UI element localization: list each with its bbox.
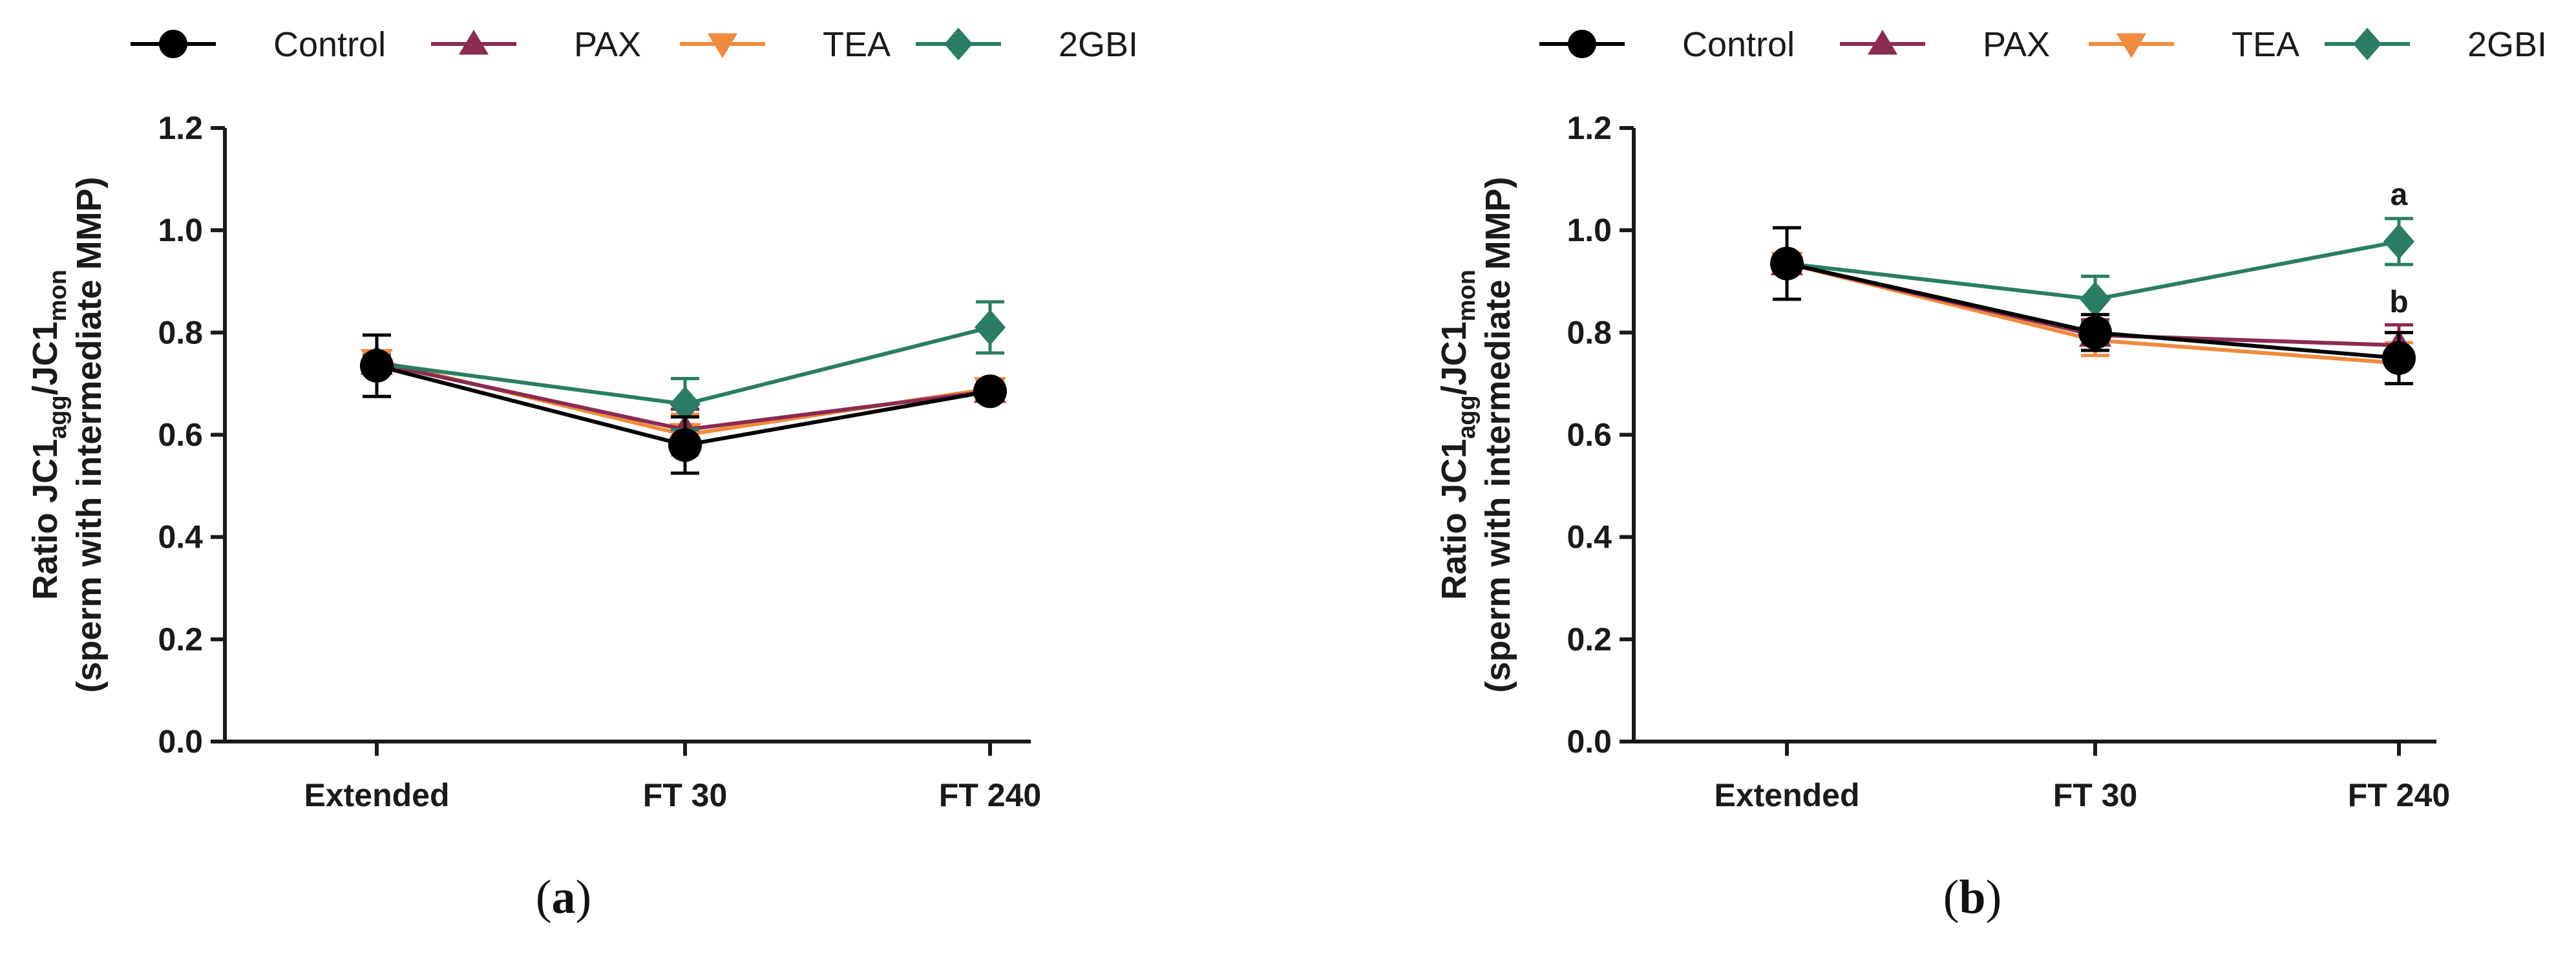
y-axis-label: Ratio JC1agg/JC1mon(sperm with intermedi… [1435,176,1517,692]
data-point-diamond [670,386,701,422]
legend-item-2gbi: 2GBI [2325,25,2547,64]
panel-label-open: ( [536,871,552,924]
data-point-diamond [975,309,1006,346]
panel-label-close: ) [1986,871,2002,924]
legend-marker-triangle-down [707,33,738,58]
legend-item-control: Control [1539,25,1795,64]
data-point-diamond [2383,223,2414,260]
panel-label: (b) [1943,871,2001,924]
legend-label: Control [273,25,386,64]
y-tick-label: 0.8 [158,314,203,350]
data-point-circle [668,428,702,462]
y-tick-label: 1.0 [1567,212,1612,248]
legend-label: 2GBI [2467,25,2547,64]
y-tick-label: 0.4 [1567,519,1612,555]
ylabel-prefix: Ratio JC1 [26,439,65,600]
legend-item-pax: PAX [431,25,641,64]
panel-label-close: ) [576,871,592,924]
y-tick-label: 0.6 [158,417,203,453]
x-tick-label: FT 240 [2348,777,2450,813]
y-axis: 0.0 0.2 0.4 0.6 0.8 1.0 1.2 [158,110,227,760]
ylabel-prefix: Ratio JC1 [1435,439,1473,600]
data-point-diamond [2080,281,2111,317]
x-axis: Extended FT 30 FT 240 [1634,740,2450,813]
data-point-circle [1770,246,1804,281]
y-axis: 0.0 0.2 0.4 0.6 0.8 1.0 1.2 [1567,110,1636,760]
legend: Control PAX TEA 2GBI [1539,25,2547,64]
ylabel-mid: /JC1 [26,321,65,395]
x-axis: Extended FT 30 FT 240 [225,740,1041,813]
ylabel-sub-agg: agg [1453,395,1481,439]
legend-marker-circle [1568,30,1596,58]
x-tick-label: FT 30 [2053,777,2138,813]
legend-marker-triangle-up [458,30,489,55]
legend-label: 2GBI [1059,25,1138,64]
y-axis-label: Ratio JC1agg/JC1mon(sperm with intermedi… [26,176,109,692]
panel-label-letter: a [552,871,576,924]
series-control [360,333,1007,475]
annotation-label: a [2391,178,2408,212]
y-tick-label: 0.4 [158,519,203,555]
chart-panel-b: Control PAX TEA 2GBI 0.0 0.2 0.4 0.6 0.8 1.0 1.2 Ex… [1435,25,2547,924]
legend-marker-diamond [944,27,973,61]
chart-panel-a: Control PAX TEA 2GBI 0.0 0.2 0.4 0.6 0.8 1.0 1.2 Ex… [26,25,1138,924]
legend-item-pax: PAX [1840,25,2050,64]
legend-label: TEA [823,25,891,64]
annotation-label: b [2389,285,2408,319]
series-control [1770,226,2416,385]
x-tick-label: Extended [1714,777,1859,813]
legend-item-control: Control [131,25,386,64]
y-axis-label-line2: (sperm with intermediate MMP) [70,176,109,692]
data-point-circle [360,348,394,383]
data-point-circle [2382,341,2416,375]
y-tick-label: 0.0 [1567,723,1612,760]
panel-label-letter: b [1959,871,1985,924]
legend-marker-circle [159,30,187,58]
ylabel-mid: /JC1 [1435,321,1473,395]
y-tick-label: 0.6 [1567,417,1612,453]
y-axis-label-line1: Ratio JC1agg/JC1mon [1435,270,1481,600]
data-point-circle [2078,315,2112,350]
y-tick-label: 0.8 [1567,314,1612,350]
series-2gbi [1771,217,2414,325]
data-point-circle [973,374,1007,409]
y-tick-label: 1.2 [158,110,203,146]
legend-label: Control [1682,25,1795,64]
y-tick-label: 0.2 [158,621,203,657]
y-tick-label: 0.2 [1567,621,1612,657]
y-axis-label-line2: (sperm with intermediate MMP) [1479,176,1517,692]
legend-item-2gbi: 2GBI [916,25,1138,64]
legend-marker-triangle-down [2116,33,2147,58]
y-tick-label: 1.2 [1567,110,1612,146]
panel-label: (a) [536,871,591,924]
legend-item-tea: TEA [680,25,891,64]
legend-marker-triangle-up [1867,30,1898,55]
legend-marker-diamond [2353,27,2381,61]
legend-label: PAX [574,25,641,64]
legend-label: PAX [1983,25,2050,64]
series-2gbi [361,300,1006,432]
x-tick-label: Extended [304,777,449,813]
x-tick-label: FT 240 [939,777,1041,813]
y-axis-label-line1: Ratio JC1agg/JC1mon [26,270,72,600]
x-tick-label: FT 30 [643,777,728,813]
legend-item-tea: TEA [2089,25,2299,64]
legend-label: TEA [2232,25,2299,64]
ylabel-sub-mon: mon [45,270,72,321]
y-tick-label: 1.0 [158,212,203,248]
y-tick-label: 0.0 [158,723,203,760]
ylabel-sub-mon: mon [1453,270,1481,321]
legend: Control PAX TEA 2GBI [131,25,1138,64]
ylabel-sub-agg: agg [45,395,72,439]
panel-label-open: ( [1943,871,1959,924]
